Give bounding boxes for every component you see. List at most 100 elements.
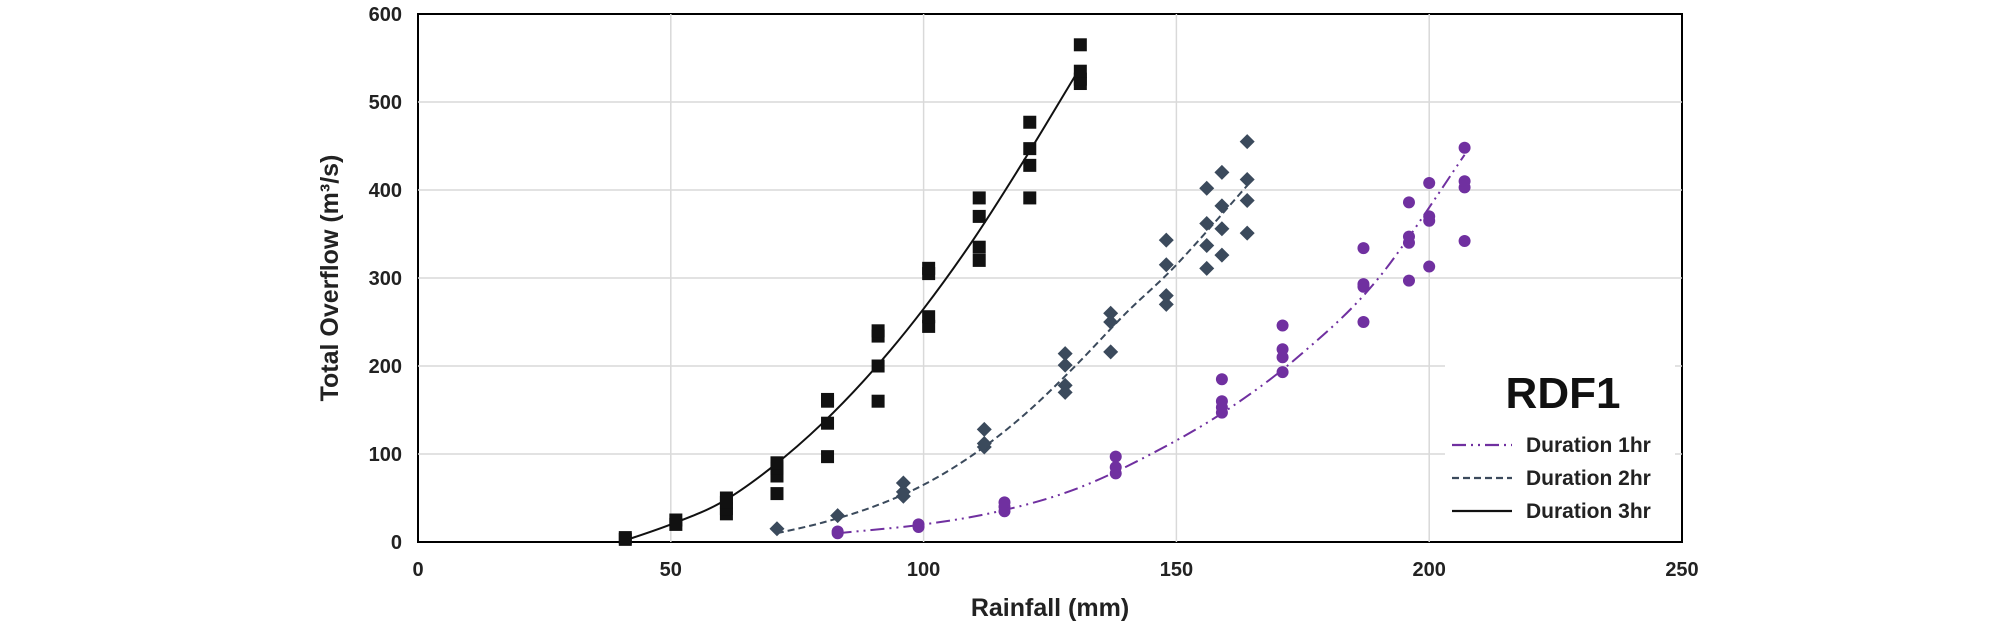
data-point (895, 484, 911, 500)
y-tick-label: 200 (369, 356, 402, 378)
data-point (1023, 191, 1037, 205)
data-point (1423, 210, 1436, 223)
data-point (1214, 198, 1230, 214)
data-point (1276, 319, 1289, 332)
data-point (770, 456, 784, 470)
data-point (1239, 134, 1255, 150)
data-point (1239, 171, 1255, 187)
data-point (1103, 314, 1119, 330)
data-point (1239, 225, 1255, 241)
data-point (1109, 450, 1122, 463)
data-point (871, 359, 885, 373)
data-point (1423, 176, 1436, 189)
data-point (1057, 357, 1073, 373)
trend-line (776, 184, 1248, 535)
data-point (1199, 215, 1215, 231)
data-point (1073, 38, 1087, 52)
data-point (1057, 346, 1073, 362)
x-tick-label: 200 (1413, 559, 1446, 581)
x-tick-label: 150 (1160, 559, 1193, 581)
data-point (1276, 366, 1289, 379)
y-tick-label: 600 (369, 4, 402, 26)
data-point (972, 253, 986, 267)
data-point (1357, 242, 1370, 255)
data-point (821, 450, 835, 464)
data-point (618, 531, 632, 545)
y-tick-label: 500 (369, 92, 402, 114)
data-point (1423, 260, 1436, 273)
data-point (912, 518, 925, 531)
data-point (922, 310, 936, 324)
data-point (1158, 232, 1174, 248)
data-point (1158, 257, 1174, 273)
data-point (1357, 316, 1370, 328)
data-point (1402, 196, 1415, 209)
data-point (1073, 64, 1087, 78)
y-tick-label: 0 (391, 532, 402, 554)
tick-labels: 0 50 100 150 200 250 0 100 200 300 400 500 600 (369, 4, 1699, 581)
data-point (1458, 175, 1471, 188)
data-point (1199, 180, 1215, 196)
data-point (1402, 274, 1415, 287)
data-point (1057, 377, 1073, 393)
data-point (1158, 288, 1174, 304)
y-axis-title: Total Overflow (m³/s) (316, 155, 344, 402)
legend-box (1445, 360, 1675, 530)
data-point (821, 416, 835, 430)
data-point (922, 261, 936, 275)
data-point (769, 521, 785, 537)
data-point (1103, 344, 1119, 360)
data-point (972, 209, 986, 223)
data-point (1276, 343, 1289, 356)
legend-label: Duration 1hr (1526, 434, 1651, 457)
x-axis-title: Rainfall (mm) (971, 594, 1129, 622)
data-point (871, 324, 885, 338)
legend-label: Duration 3hr (1526, 500, 1651, 523)
data-point (770, 487, 784, 501)
data-point (895, 475, 911, 491)
y-tick-label: 100 (369, 444, 402, 466)
data-point (1214, 247, 1230, 263)
data-point (1458, 141, 1471, 154)
data-point (821, 392, 835, 406)
data-point (1023, 142, 1037, 156)
data-point (972, 240, 986, 254)
x-tick-label: 100 (907, 559, 940, 581)
data-point (998, 496, 1011, 509)
legend-items: Duration 1hr Duration 2hr Duration 3hr (1452, 434, 1651, 523)
data-point (1214, 164, 1230, 180)
data-point (976, 421, 992, 437)
trend-line (837, 154, 1466, 535)
data-point (719, 491, 733, 505)
legend-title: RDF1 (1506, 369, 1621, 418)
data-point (1214, 221, 1230, 237)
data-point (830, 508, 846, 524)
x-tick-label: 50 (660, 559, 682, 581)
data-point (1402, 230, 1415, 243)
data-point (1215, 373, 1228, 386)
data-point (1215, 395, 1228, 408)
y-tick-label: 400 (369, 180, 402, 202)
data-point (1357, 278, 1370, 291)
data-point (1158, 296, 1174, 312)
data-point (1103, 305, 1119, 321)
data-point (1458, 235, 1471, 248)
data-point (1199, 237, 1215, 253)
data-point (871, 394, 885, 408)
legend-label: Duration 2hr (1526, 467, 1651, 490)
x-tick-label: 250 (1665, 559, 1698, 581)
trend-line (619, 75, 1077, 543)
data-point (1023, 158, 1037, 172)
data-point (1023, 115, 1037, 129)
data-point (976, 435, 992, 451)
data-point (972, 191, 986, 205)
data-points (618, 38, 1471, 546)
data-point (831, 525, 844, 538)
y-tick-label: 300 (369, 268, 402, 290)
data-point (1109, 461, 1122, 474)
x-tick-label: 0 (412, 559, 423, 581)
data-point (669, 513, 683, 527)
legend: RDF1 Duration 1hr Duration 2hr Duration 3h… (1445, 360, 1675, 530)
